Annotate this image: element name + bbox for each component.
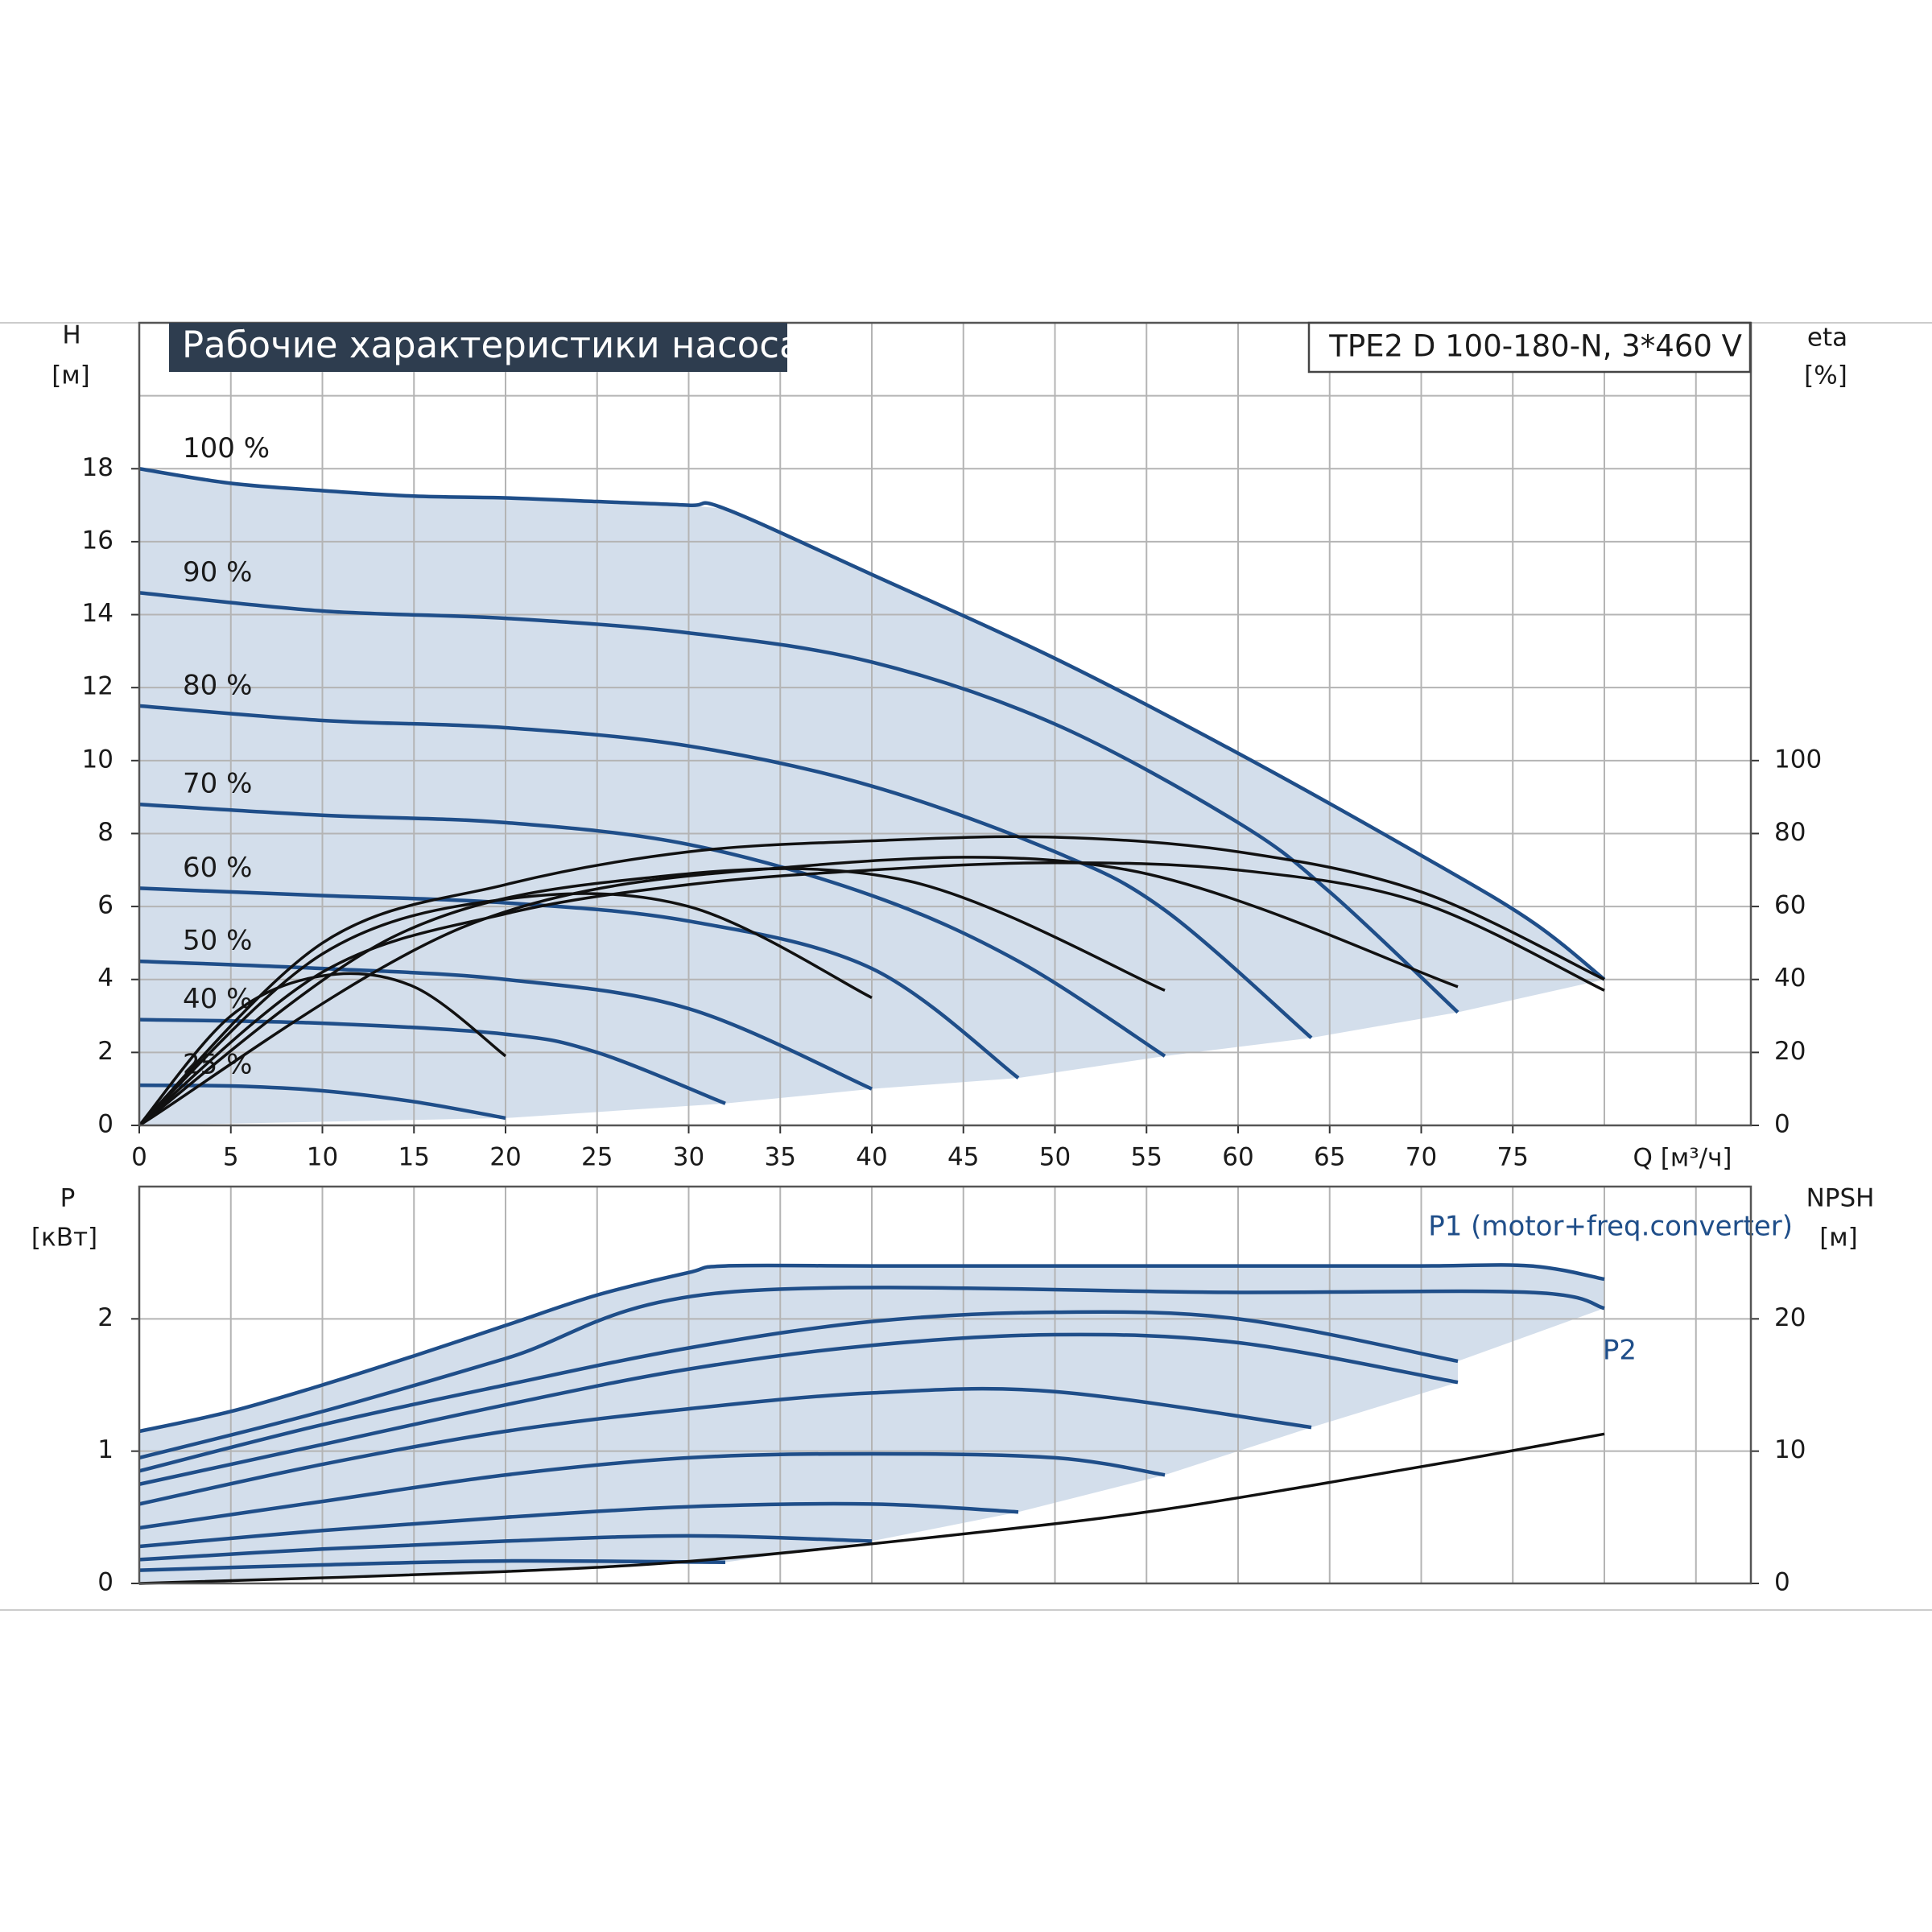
y2-axis-unit: [%]: [1804, 361, 1847, 390]
curve: [138, 1332, 1459, 1486]
p-axis-label: P: [60, 1184, 76, 1213]
x-tick-label: 35: [765, 1143, 796, 1172]
x-tick-label: 30: [673, 1143, 704, 1172]
curve: [138, 886, 1020, 1080]
x-tick-label: 50: [1039, 1143, 1071, 1172]
curve: [138, 1263, 1605, 1434]
y-tick-label: 10: [82, 745, 114, 774]
curve: [138, 1451, 1166, 1530]
curve: [138, 1286, 1605, 1460]
x-tick-label: 15: [398, 1143, 430, 1172]
npsh-axis-label: NPSH: [1806, 1184, 1875, 1213]
y-tick-label: 2: [97, 1303, 114, 1332]
curve: [138, 704, 1313, 1039]
y-tick-label: 4: [97, 964, 114, 993]
curve-label: 90 %: [183, 556, 252, 588]
x-tick-label: 45: [947, 1143, 979, 1172]
curve-label: 50 %: [183, 925, 252, 957]
x-tick-label: 65: [1314, 1143, 1345, 1172]
x-axis-label: Q [м³/ч]: [1633, 1144, 1732, 1173]
x-tick-label: 75: [1497, 1143, 1529, 1172]
x-tick-label: 60: [1222, 1143, 1253, 1172]
npsh-axis-unit: [м]: [1819, 1224, 1858, 1253]
y-tick-label: 12: [82, 672, 114, 701]
secondary-curve: [138, 861, 1605, 1127]
y-tick-label: 16: [82, 526, 114, 555]
y2-tick-label: 60: [1774, 891, 1806, 920]
curve: [138, 959, 873, 1091]
y2-tick-label: 40: [1774, 964, 1806, 993]
x-tick-label: 40: [856, 1143, 887, 1172]
x-tick-label: 70: [1406, 1143, 1437, 1172]
curve: [138, 1501, 1019, 1549]
curve: [138, 1534, 873, 1562]
curve: [138, 1558, 726, 1572]
x-tick-label: 20: [489, 1143, 521, 1172]
curve-label: 80 %: [183, 669, 252, 701]
secondary-curve: [138, 1432, 1605, 1585]
y2-tick-label: 10: [1774, 1435, 1806, 1464]
y2-tick-label: 0: [1774, 1110, 1790, 1139]
model: TPE2 D 100-180-N, 3*460 V: [1328, 329, 1742, 364]
y-axis-label: H: [62, 321, 80, 350]
y-tick-label: 8: [97, 818, 114, 847]
x-tick-label: 5: [223, 1143, 239, 1172]
y-tick-label: 14: [82, 599, 114, 628]
curve: [138, 1386, 1312, 1506]
secondary-curve: [138, 867, 1166, 1127]
chart-title: Рабочие характеристики насоса: [182, 324, 802, 366]
plot-frame: [138, 1185, 1752, 1585]
curve-label: P1 (motor+freq.converter): [1428, 1211, 1793, 1243]
x-tick-label: 10: [307, 1143, 338, 1172]
y2-tick-label: 0: [1774, 1568, 1790, 1597]
curve-label: 40 %: [183, 983, 252, 1015]
y-tick-label: 6: [97, 891, 114, 920]
curve: [138, 1310, 1459, 1473]
y-tick-label: 0: [97, 1568, 114, 1597]
x-tick-label: 55: [1131, 1143, 1162, 1172]
y2-tick-label: 80: [1774, 818, 1806, 847]
curve: [138, 802, 1166, 1058]
y2-tick-label: 100: [1774, 745, 1822, 774]
y2-axis-label: eta: [1807, 324, 1847, 353]
secondary-curve: [138, 835, 1605, 1127]
model-box: [1307, 321, 1752, 374]
x-tick-label: 25: [581, 1143, 613, 1172]
secondary-curve: [138, 856, 1459, 1127]
x-tick-label: 0: [131, 1143, 147, 1172]
y-tick-label: 0: [97, 1110, 114, 1139]
secondary-curve: [138, 972, 507, 1127]
y-tick-label: 1: [97, 1435, 114, 1464]
curve-label: 70 %: [183, 768, 252, 800]
curve-label: 60 %: [183, 852, 252, 884]
plot-frame: [138, 321, 1752, 1127]
p-axis-unit: [кВт]: [31, 1224, 97, 1253]
y-tick-label: 2: [97, 1037, 114, 1066]
y2-tick-label: 20: [1774, 1303, 1806, 1332]
y-axis-unit: [м]: [52, 361, 90, 390]
title-box: [169, 323, 787, 372]
curve: [138, 467, 1606, 981]
curve-label: P2: [1603, 1335, 1637, 1367]
y2-tick-label: 20: [1774, 1037, 1806, 1066]
y-tick-label: 18: [82, 453, 114, 482]
curve-label: 100 %: [183, 432, 270, 464]
